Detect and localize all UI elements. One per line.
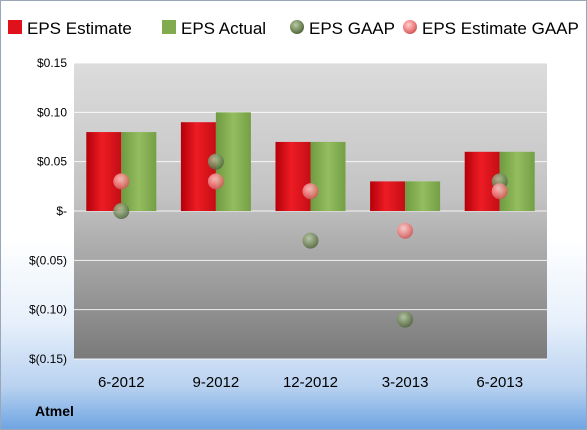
x-tick-label: 9-2012 [193, 374, 240, 391]
y-tick-label: $0.05 [37, 155, 67, 169]
bar-eps-estimate [86, 132, 122, 211]
x-tick-label: 3-2013 [382, 374, 429, 391]
y-tick-label: $0.15 [37, 56, 67, 70]
bar-eps-estimate [370, 181, 406, 211]
x-tick-label: 12-2012 [283, 374, 338, 391]
company-name: Atmel [35, 403, 74, 419]
point-eps-gaap [302, 232, 319, 249]
legend-label-eps-estimate: EPS Estimate [27, 19, 132, 38]
legend-marker-eps-gaap [290, 20, 304, 34]
chart-legend: EPS Estimate EPS Actual EPS GAAP EPS Est… [8, 19, 579, 38]
legend-label-eps-estimate-gaap: EPS Estimate GAAP [422, 19, 579, 38]
y-tick-label: $(0.15) [29, 352, 67, 366]
legend-label-eps-gaap: EPS GAAP [309, 19, 395, 38]
point-eps-gaap [113, 203, 130, 219]
point-eps-estimate-gaap [207, 173, 224, 190]
legend-label-eps-actual: EPS Actual [181, 19, 266, 38]
bar-eps-actual [310, 141, 346, 211]
point-eps-gaap [207, 153, 224, 170]
x-axis-ticks: 6-2012 9-2012 12-2012 3-2013 6-2013 [98, 374, 523, 391]
y-tick-label: $0.10 [37, 105, 67, 119]
bar-eps-estimate [275, 141, 311, 211]
y-tick-label: $(0.10) [29, 303, 67, 317]
x-tick-label: 6-2012 [98, 374, 145, 391]
y-tick-label: $- [56, 204, 67, 218]
scatter-series [113, 153, 508, 328]
point-eps-estimate-gaap [302, 183, 319, 200]
point-eps-estimate-gaap [113, 173, 130, 190]
x-tick-label: 6-2013 [476, 374, 523, 391]
legend-marker-eps-estimate-gaap [403, 20, 417, 34]
legend-swatch-eps-estimate [8, 20, 22, 34]
bar-eps-actual [121, 132, 157, 211]
y-tick-label: $(0.05) [29, 253, 67, 267]
point-eps-estimate-gaap [491, 183, 508, 200]
point-eps-gaap [397, 311, 414, 328]
legend-swatch-eps-actual [162, 20, 176, 34]
point-eps-estimate-gaap [397, 222, 414, 239]
y-axis-ticks: $0.15 $0.10 $0.05 $- $(0.05) $(0.10) $(0.15) [29, 56, 67, 366]
bar-series [86, 112, 535, 211]
bar-eps-actual [405, 181, 441, 211]
